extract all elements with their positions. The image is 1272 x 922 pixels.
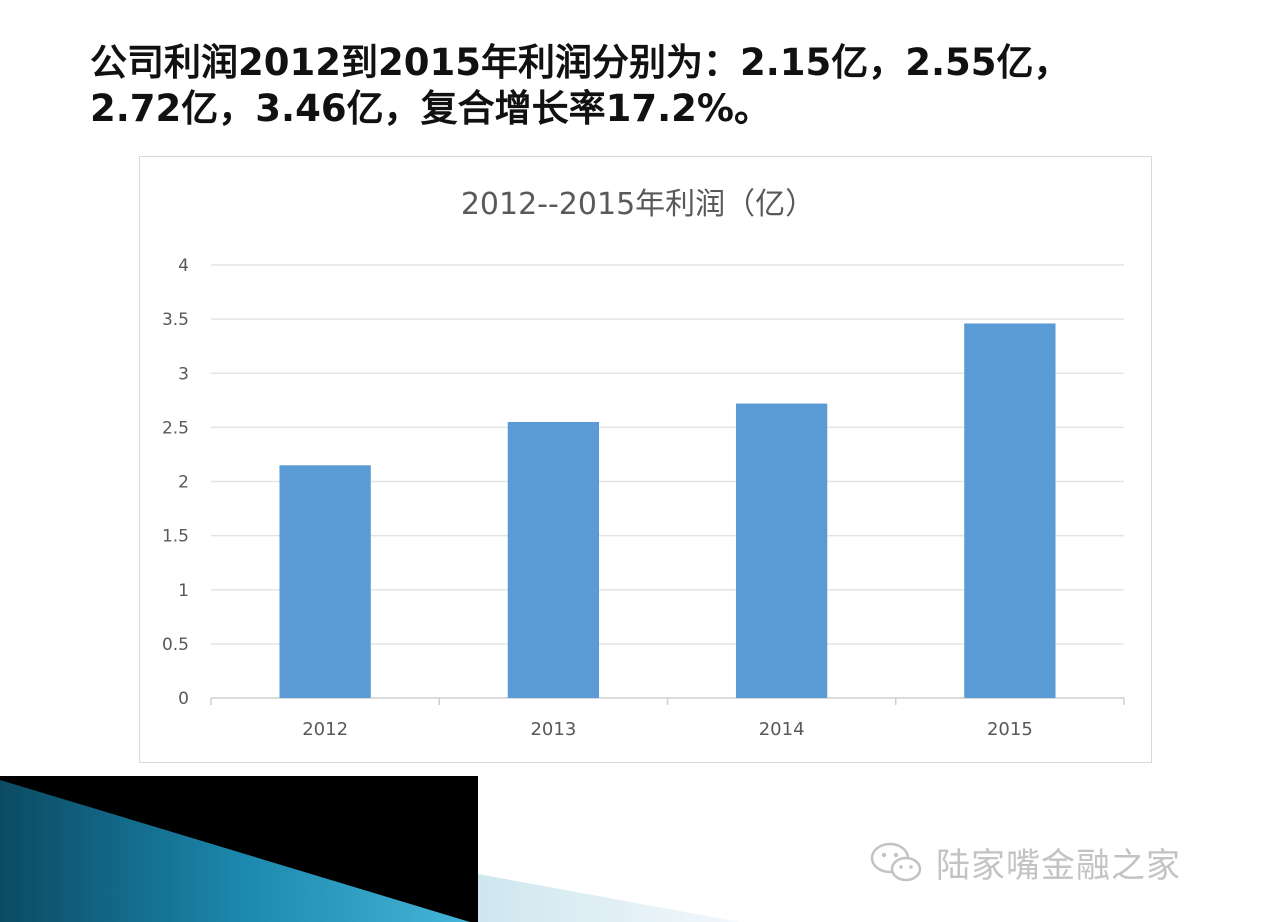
- wechat-icon: [870, 842, 922, 882]
- headline-line-1: 公司利润2012到2015年利润分别为：2.15亿，2.55亿，: [90, 41, 1071, 84]
- chart-title: 2012--2015年利润（亿）: [461, 187, 815, 222]
- headline-line-2: 2.72亿，3.46亿，复合增长率17.2%。: [90, 87, 771, 130]
- y-tick-label: 3: [178, 364, 189, 384]
- y-tick-label: 2.5: [162, 418, 189, 438]
- y-tick-label: 3.5: [162, 310, 189, 330]
- bar-2012: [279, 465, 371, 698]
- x-tick-label: 2012: [302, 719, 348, 740]
- y-tick-label: 0: [178, 689, 189, 709]
- watermark-text: 陆家嘴金融之家: [936, 845, 1181, 886]
- y-tick-label: 2: [178, 473, 189, 493]
- pale-wedge-shape: [478, 874, 740, 922]
- slide-headline: 公司利润2012到2015年利润分别为：2.15亿，2.55亿， 2.72亿，3…: [90, 40, 1240, 132]
- y-tick-label: 1.5: [162, 527, 189, 547]
- y-tick-label: 4: [178, 256, 189, 276]
- bar-chart: 2012--2015年利润（亿） 0 0.5 1 1.5 2 2.5 3 3.5 4 2012 20…: [162, 187, 1125, 740]
- bar-2014: [735, 403, 828, 698]
- chart-container: 2012--2015年利润（亿） 0 0.5 1 1.5 2 2.5 3 3.5 4 2012 20…: [139, 156, 1152, 763]
- bar-2013: [507, 421, 600, 698]
- y-tick-label: 1: [178, 581, 189, 601]
- teal-wedge-shape: [0, 780, 470, 922]
- x-tick-label: 2013: [530, 719, 576, 740]
- bar-2015: [964, 323, 1056, 698]
- x-tick-label: 2015: [987, 719, 1033, 740]
- watermark: 陆家嘴金融之家: [868, 836, 1181, 888]
- x-tick-label: 2014: [759, 719, 805, 740]
- y-tick-label: 0.5: [162, 635, 189, 655]
